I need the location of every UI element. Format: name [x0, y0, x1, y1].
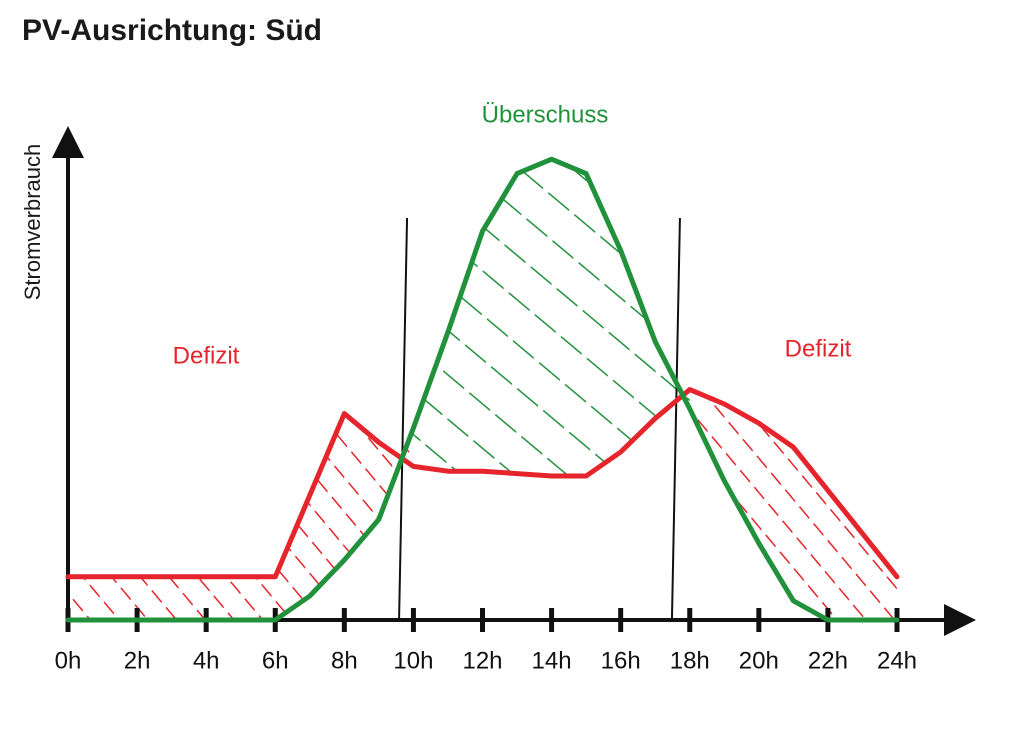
x-tick-label: 16h: [601, 647, 641, 674]
x-tick-label: 24h: [877, 647, 917, 674]
x-tick-label: 8h: [331, 647, 358, 674]
hatch: [68, 576, 103, 620]
annotation: Defizit: [785, 335, 852, 362]
divider-line: [670, 217, 681, 621]
plot: 0h 2h 4h 6h 8h 10h 12h 14h 16h 18h 20h 22h 24h: [52, 126, 976, 674]
hatch: [724, 404, 759, 544]
y-axis-label: Stromverbrauch: [20, 144, 45, 301]
series-line: [65, 156, 900, 623]
annotation: Überschuss: [482, 101, 609, 128]
hatch: [309, 413, 345, 596]
hatch: [344, 413, 379, 560]
chart-title: PV-Ausrichtung: Süd: [22, 14, 322, 47]
hatch: [793, 447, 828, 620]
x-tick-label: 20h: [739, 647, 779, 674]
x-tick-label: 2h: [124, 647, 151, 674]
hatch: [102, 576, 138, 620]
x-tick-label: 0h: [55, 647, 82, 674]
series-line: [65, 387, 900, 580]
x-tick-label: 14h: [532, 647, 572, 674]
hatch: [862, 533, 897, 620]
hatch: [586, 173, 621, 476]
hatch: [447, 231, 483, 472]
hatch: [137, 576, 172, 620]
x-tick-label: 22h: [808, 647, 848, 674]
hatch: [240, 576, 276, 620]
divider-line: [398, 217, 409, 621]
hatch: [551, 159, 587, 476]
hatch: [206, 576, 241, 620]
x-tick-label: 18h: [670, 647, 710, 674]
x-tick-label: 6h: [262, 647, 289, 674]
x-tick-label: 10h: [393, 647, 433, 674]
hatch: [275, 495, 310, 620]
hatch: [482, 173, 518, 474]
hatch: [171, 576, 207, 620]
x-tick-label: 4h: [193, 647, 220, 674]
hatch: [517, 159, 552, 476]
annotation: Defizit: [173, 342, 240, 369]
hatch: [620, 250, 656, 452]
hatch: [413, 332, 448, 472]
x-tick-label: 12h: [462, 647, 502, 674]
